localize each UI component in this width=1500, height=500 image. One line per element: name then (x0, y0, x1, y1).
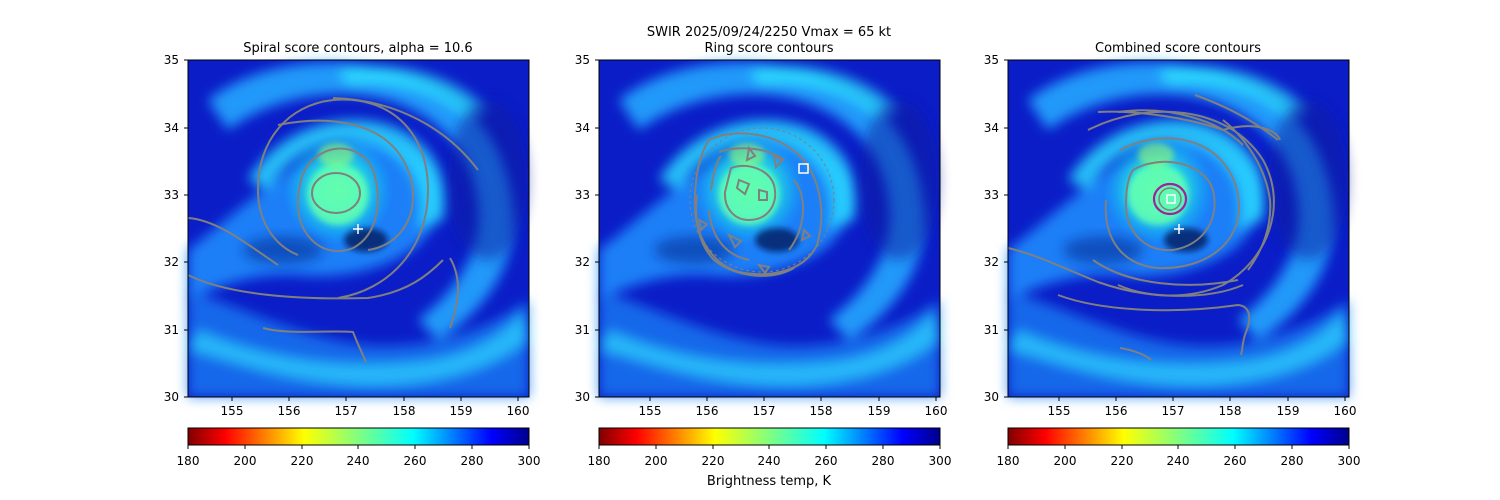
colorbar: 180 200 220 240 260 280 300 (177, 427, 541, 468)
colorbar-tick-label: 220 (1111, 454, 1134, 468)
y-axis: 35 34 33 32 31 30 (575, 53, 599, 404)
colorbar: 180 200 220 240 260 280 300 (997, 427, 1361, 468)
colorbar-tick-label: 240 (1167, 454, 1190, 468)
x-tick-label: 158 (810, 404, 833, 418)
x-tick-label: 156 (696, 404, 719, 418)
y-tick-label: 32 (164, 255, 179, 269)
center-marker-plus (353, 224, 363, 234)
combined-max-ring (1152, 182, 1188, 216)
colorbar-tick-label: 180 (997, 454, 1020, 468)
y-axis: 35 34 33 32 31 30 (164, 53, 188, 404)
x-tick-label: 159 (450, 404, 473, 418)
y-tick-label: 34 (984, 121, 999, 135)
panel-title: Ring score contours (704, 41, 833, 56)
colorbar-tick-label: 300 (1338, 454, 1361, 468)
y-tick-label: 30 (575, 390, 590, 404)
x-tick-label: 158 (1219, 404, 1242, 418)
x-tick-label: 160 (925, 404, 948, 418)
y-tick-label: 35 (984, 53, 999, 67)
panel-title: Combined score contours (1095, 41, 1261, 56)
colorbar-tick-label: 260 (404, 454, 427, 468)
y-tick-label: 35 (164, 53, 179, 67)
colorbar-tick-label: 200 (1054, 454, 1077, 468)
image-field (598, 59, 941, 398)
x-axis: 155 156 157 158 159 160 (221, 397, 530, 418)
y-tick-label: 32 (984, 255, 999, 269)
center-marker-square (1166, 194, 1176, 204)
image-field (187, 59, 530, 398)
y-tick-label: 33 (575, 188, 590, 202)
colorbar-tick-label: 240 (347, 454, 370, 468)
panel-title: Spiral score contours, alpha = 10.6 (243, 41, 472, 56)
image-field (1007, 59, 1350, 398)
y-tick-label: 35 (575, 53, 590, 67)
colorbar-tick-label: 260 (1224, 454, 1247, 468)
panel-ring: Ring score contours 155 156 157 158 159 … (575, 41, 952, 489)
x-tick-label: 157 (753, 404, 776, 418)
x-tick-label: 155 (639, 404, 662, 418)
panel-spiral: Spiral score contours, alpha = 10.6 (164, 41, 541, 468)
y-tick-label: 31 (984, 323, 999, 337)
colorbar: 180 200 220 240 260 280 300 Brightness t… (588, 427, 952, 489)
x-tick-label: 160 (1334, 404, 1357, 418)
y-tick-label: 34 (575, 121, 590, 135)
x-axis: 155 156 157 158 159 160 (639, 397, 948, 418)
colorbar-tick-label: 280 (461, 454, 484, 468)
x-tick-label: 155 (221, 404, 244, 418)
colorbar-tick-label: 300 (518, 454, 541, 468)
colorbar-tick-label: 180 (588, 454, 611, 468)
x-tick-label: 158 (393, 404, 416, 418)
spiral-contours (187, 97, 479, 363)
y-tick-label: 31 (575, 323, 590, 337)
x-axis: 155 156 157 158 159 160 (1048, 397, 1357, 418)
y-tick-label: 32 (575, 255, 590, 269)
colorbar-tick-label: 180 (177, 454, 200, 468)
x-tick-label: 159 (1277, 404, 1300, 418)
y-tick-label: 31 (164, 323, 179, 337)
x-tick-label: 156 (1105, 404, 1128, 418)
colorbar-tick-label: 280 (1281, 454, 1304, 468)
y-tick-label: 30 (984, 390, 999, 404)
colorbar-tick-label: 240 (758, 454, 781, 468)
y-tick-label: 30 (164, 390, 179, 404)
colorbar-tick-label: 260 (815, 454, 838, 468)
colorbar-tick-label: 280 (872, 454, 895, 468)
colorbar-tick-label: 200 (645, 454, 668, 468)
colorbar-tick-label: 200 (234, 454, 257, 468)
x-tick-label: 157 (335, 404, 358, 418)
colorbar-label: Brightness temp, K (707, 474, 832, 489)
x-tick-label: 155 (1048, 404, 1071, 418)
y-tick-label: 34 (164, 121, 179, 135)
center-marker-square (798, 163, 809, 174)
center-marker-plus (1174, 224, 1184, 234)
colorbar-tick-label: 300 (929, 454, 952, 468)
x-tick-label: 159 (868, 404, 891, 418)
y-tick-label: 33 (984, 188, 999, 202)
y-tick-label: 33 (164, 188, 179, 202)
colorbar-tick-label: 220 (702, 454, 725, 468)
ring-contours (693, 132, 823, 277)
figure-suptitle: SWIR 2025/09/24/2250 Vmax = 65 kt (647, 25, 891, 40)
y-axis: 35 34 33 32 31 30 (984, 53, 1008, 404)
x-tick-label: 156 (278, 404, 301, 418)
panel-combined: Combined score contours (984, 41, 1361, 468)
combined-contours (1007, 94, 1281, 361)
colorbar-tick-label: 220 (291, 454, 314, 468)
x-tick-label: 157 (1162, 404, 1185, 418)
x-tick-label: 160 (507, 404, 530, 418)
